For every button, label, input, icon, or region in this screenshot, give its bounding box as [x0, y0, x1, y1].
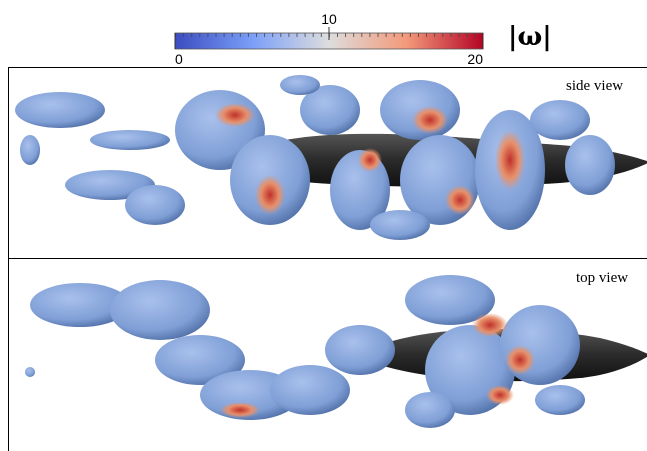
colorbar-tick-label: 0 — [175, 51, 183, 67]
panel-side: side view — [8, 67, 647, 259]
colorbar-label: |ω| — [508, 22, 552, 52]
panel-label: side view — [566, 78, 623, 94]
colorbar-tick-label: 20 — [467, 51, 483, 67]
colorbar-minor-ticks — [175, 33, 483, 49]
high-vorticity — [220, 313, 535, 418]
colorbar: |ω| 0 10 20 — [174, 11, 552, 67]
vortex-structures — [15, 75, 615, 240]
panel-label: top view — [576, 270, 628, 286]
panel-top: top view — [8, 258, 647, 451]
colorbar-tick-label: 10 — [321, 11, 337, 27]
high-vorticity — [215, 103, 525, 215]
vortex-structures — [25, 275, 585, 428]
